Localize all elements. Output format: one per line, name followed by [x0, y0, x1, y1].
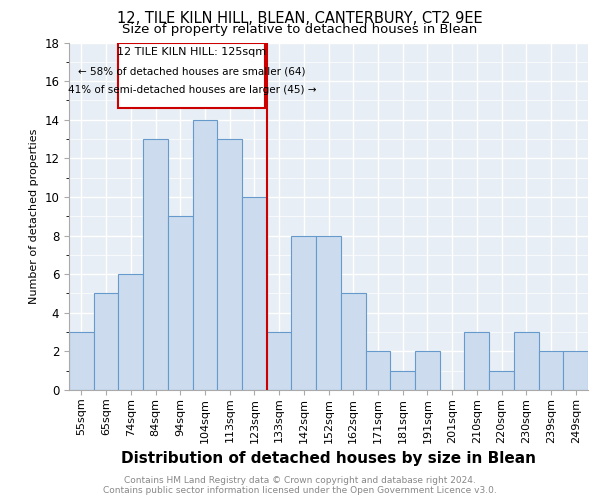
Bar — [341, 294, 365, 390]
Bar — [415, 352, 440, 390]
Bar — [365, 352, 390, 390]
FancyBboxPatch shape — [118, 42, 265, 108]
Bar — [489, 370, 514, 390]
Bar — [464, 332, 489, 390]
Text: Contains HM Land Registry data © Crown copyright and database right 2024.
Contai: Contains HM Land Registry data © Crown c… — [103, 476, 497, 495]
Bar — [168, 216, 193, 390]
Text: 12, TILE KILN HILL, BLEAN, CANTERBURY, CT2 9EE: 12, TILE KILN HILL, BLEAN, CANTERBURY, C… — [117, 11, 483, 26]
Bar — [514, 332, 539, 390]
Bar — [94, 294, 118, 390]
Bar — [69, 332, 94, 390]
Bar — [217, 139, 242, 390]
Bar — [118, 274, 143, 390]
Bar — [390, 370, 415, 390]
Bar — [143, 139, 168, 390]
X-axis label: Distribution of detached houses by size in Blean: Distribution of detached houses by size … — [121, 451, 536, 466]
Text: ← 58% of detached houses are smaller (64): ← 58% of detached houses are smaller (64… — [78, 66, 306, 76]
Text: Size of property relative to detached houses in Blean: Size of property relative to detached ho… — [122, 22, 478, 36]
Bar — [193, 120, 217, 390]
Text: 12 TILE KILN HILL: 125sqm: 12 TILE KILN HILL: 125sqm — [118, 48, 266, 58]
Bar — [316, 236, 341, 390]
Y-axis label: Number of detached properties: Number of detached properties — [29, 128, 39, 304]
Bar — [242, 197, 267, 390]
Bar — [539, 352, 563, 390]
Bar — [563, 352, 588, 390]
Bar — [267, 332, 292, 390]
Bar — [292, 236, 316, 390]
Text: 41% of semi-detached houses are larger (45) →: 41% of semi-detached houses are larger (… — [68, 85, 316, 95]
